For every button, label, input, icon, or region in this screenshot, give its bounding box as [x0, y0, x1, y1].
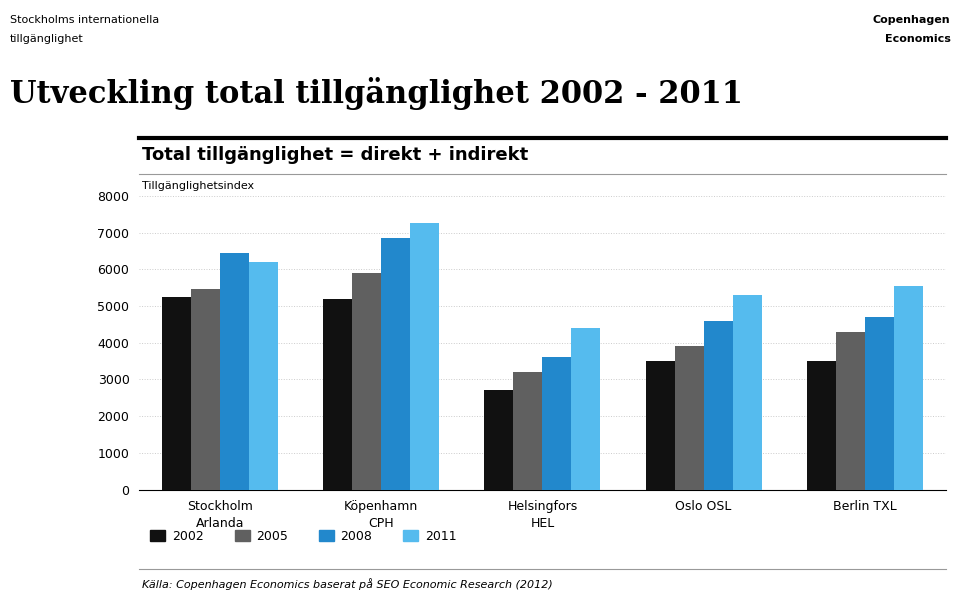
Bar	[220, 253, 249, 490]
Text: Copenhagen: Copenhagen	[873, 15, 950, 25]
Bar	[732, 295, 761, 490]
Bar	[675, 346, 704, 490]
Bar	[807, 361, 836, 490]
Bar	[191, 289, 220, 490]
Bar	[410, 223, 439, 490]
Bar	[485, 390, 514, 490]
Bar	[381, 238, 410, 490]
Bar	[542, 357, 571, 490]
Bar	[836, 332, 865, 490]
Bar	[324, 299, 352, 490]
Text: Total tillgänglighet = direkt + indirekt: Total tillgänglighet = direkt + indirekt	[142, 146, 528, 163]
Bar	[249, 262, 277, 490]
Text: Källa: Copenhagen Economics baserat på SEO Economic Research (2012): Källa: Copenhagen Economics baserat på S…	[142, 578, 553, 590]
Legend: 2002, 2005, 2008, 2011: 2002, 2005, 2008, 2011	[146, 524, 462, 548]
Bar	[704, 321, 732, 490]
Bar	[352, 273, 381, 490]
Text: Tillgänglighetsindex: Tillgänglighetsindex	[142, 181, 254, 190]
Bar	[571, 328, 600, 490]
Bar	[865, 317, 894, 490]
Text: Economics: Economics	[884, 34, 950, 43]
Bar	[646, 361, 675, 490]
Bar	[894, 286, 923, 490]
Bar	[514, 372, 542, 490]
Text: tillgänglighet: tillgänglighet	[10, 34, 84, 43]
Text: Utveckling total tillgänglighet 2002 - 2011: Utveckling total tillgänglighet 2002 - 2…	[10, 76, 742, 110]
Text: Stockholms internationella: Stockholms internationella	[10, 15, 158, 25]
Bar	[162, 297, 191, 490]
